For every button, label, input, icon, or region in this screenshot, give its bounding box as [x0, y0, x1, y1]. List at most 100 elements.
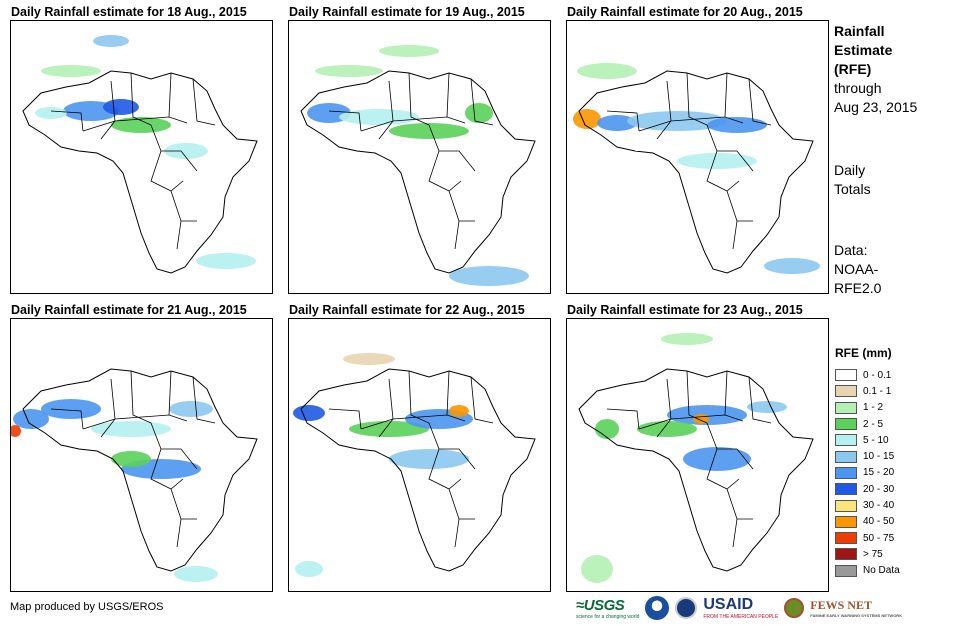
rainfall-area [41, 399, 101, 419]
legend-label: 10 - 15 [863, 451, 895, 463]
rainfall-area [339, 109, 419, 125]
legend-item: 1 - 2 [835, 400, 900, 416]
legend-item: 20 - 30 [835, 481, 900, 497]
legend-item: 30 - 40 [835, 497, 900, 513]
usaid-tagline: FROM THE AMERICAN PEOPLE [703, 614, 779, 620]
rainfall-area [449, 405, 469, 417]
rainfall-map-5 [288, 318, 551, 592]
usgs-tagline: science for a changing world [576, 613, 640, 620]
country-borders [606, 72, 772, 250]
legend-label: 30 - 40 [863, 500, 895, 512]
legend-swatch [835, 515, 857, 528]
rainfall-area [379, 45, 439, 57]
side-data-line2: NOAA- [834, 261, 879, 277]
legend-label: 40 - 50 [863, 516, 895, 528]
usgs-logo-text: USGS [583, 596, 625, 614]
legend-item: > 75 [835, 546, 900, 562]
country-borders [328, 72, 494, 250]
side-through-line1: through [834, 80, 882, 96]
africa-coastline [300, 70, 536, 274]
rainfall-area [747, 401, 787, 413]
rainfall-area [389, 123, 469, 139]
legend-swatch [835, 564, 857, 577]
fews-net-tagline: FAMINE EARLY WARNING SYSTEMS NETWORK [810, 613, 903, 618]
rainfall-area [707, 117, 767, 133]
rainfall-area [349, 421, 429, 437]
rainfall-area [581, 555, 613, 583]
legend-label: 1 - 2 [863, 402, 884, 414]
rainfall-area [103, 99, 139, 115]
legend-item: 15 - 20 [835, 465, 900, 481]
fews-seal-icon [784, 598, 805, 618]
fews-net-logo-text: FEWS NET [810, 598, 872, 612]
rainfall-area [637, 421, 697, 437]
rainfall-area [677, 153, 757, 169]
usaid-seal-icon [675, 597, 698, 619]
legend-label: 5 - 10 [863, 434, 889, 446]
rainfall-area [595, 419, 619, 439]
country-borders [606, 370, 772, 548]
legend-label: 2 - 5 [863, 418, 884, 430]
rainfall-area [41, 65, 101, 77]
legend-label: 50 - 75 [863, 532, 895, 544]
legend-label: 0 - 0.1 [863, 369, 892, 381]
panel-title-5: Daily Rainfall estimate for 22 Aug., 201… [289, 303, 525, 317]
rainfall-map-1 [10, 20, 273, 294]
legend-swatch [835, 401, 857, 414]
noaa-logo [645, 596, 670, 620]
panel-title-3: Daily Rainfall estimate for 20 Aug., 201… [567, 5, 803, 19]
usaid-logo: USAID FROM THE AMERICAN PEOPLE [703, 596, 778, 620]
africa-coastline [578, 368, 814, 572]
panel-title-1: Daily Rainfall estimate for 18 Aug., 201… [11, 5, 247, 19]
rainfall-area [343, 353, 395, 365]
side-title-line2: Estimate [834, 42, 893, 58]
rainfall-area [174, 566, 218, 582]
side-data-line3: RFE2.0 [834, 280, 882, 296]
rainfall-area [111, 117, 171, 133]
rainfall-area [295, 561, 323, 577]
legend-item: 5 - 10 [835, 432, 900, 448]
legend-swatch [835, 418, 857, 431]
rainfall-area [111, 451, 151, 467]
legend-swatch [835, 499, 857, 512]
rainfall-area [764, 258, 820, 274]
rainfall-area [164, 143, 208, 159]
rainfall-area [11, 425, 21, 437]
rainfall-area [196, 253, 256, 269]
legend-swatch [835, 532, 857, 545]
legend-label: > 75 [863, 548, 883, 560]
rainfall-area [293, 405, 325, 421]
side-totals-line2: Totals [834, 181, 871, 197]
rainfall-map-6 [566, 318, 829, 592]
legend-swatch [835, 483, 857, 496]
rainfall-area [597, 115, 637, 131]
rainfall-area [465, 103, 493, 123]
country-borders [50, 72, 216, 250]
legend: 0 - 0.1 0.1 - 1 1 - 2 2 - 5 5 - 10 10 - 15 15 … [835, 367, 900, 579]
side-data-line1: Data: [834, 242, 868, 258]
rainfall-map-3 [566, 20, 829, 294]
rainfall-area [661, 333, 713, 345]
map-credit: Map produced by USGS/EROS [10, 601, 164, 613]
country-borders [50, 370, 216, 548]
usgs-logo: ≈USGS science for a changing world [576, 596, 640, 620]
partner-logos: ≈USGS science for a changing world USAID F… [576, 596, 902, 620]
legend-item: 0.1 - 1 [835, 383, 900, 399]
legend-label: 15 - 20 [863, 467, 895, 479]
africa-coastline [300, 368, 536, 572]
legend-swatch [835, 548, 857, 561]
rainfall-area [667, 405, 747, 425]
legend-item: 2 - 5 [835, 416, 900, 432]
side-title-line1: Rainfall [834, 23, 885, 39]
rainfall-map-4 [10, 318, 273, 592]
rainfall-area [449, 266, 529, 286]
africa-coastline [22, 70, 258, 274]
side-totals-line1: Daily [834, 162, 866, 178]
side-through-line2: Aug 23, 2015 [834, 99, 918, 115]
country-borders [328, 370, 494, 548]
legend-item: No Data [835, 563, 900, 579]
legend-swatch [835, 369, 857, 382]
panel-title-6: Daily Rainfall estimate for 23 Aug., 201… [567, 303, 803, 317]
rainfall-area [389, 449, 469, 469]
panel-title-4: Daily Rainfall estimate for 21 Aug., 201… [11, 303, 247, 317]
